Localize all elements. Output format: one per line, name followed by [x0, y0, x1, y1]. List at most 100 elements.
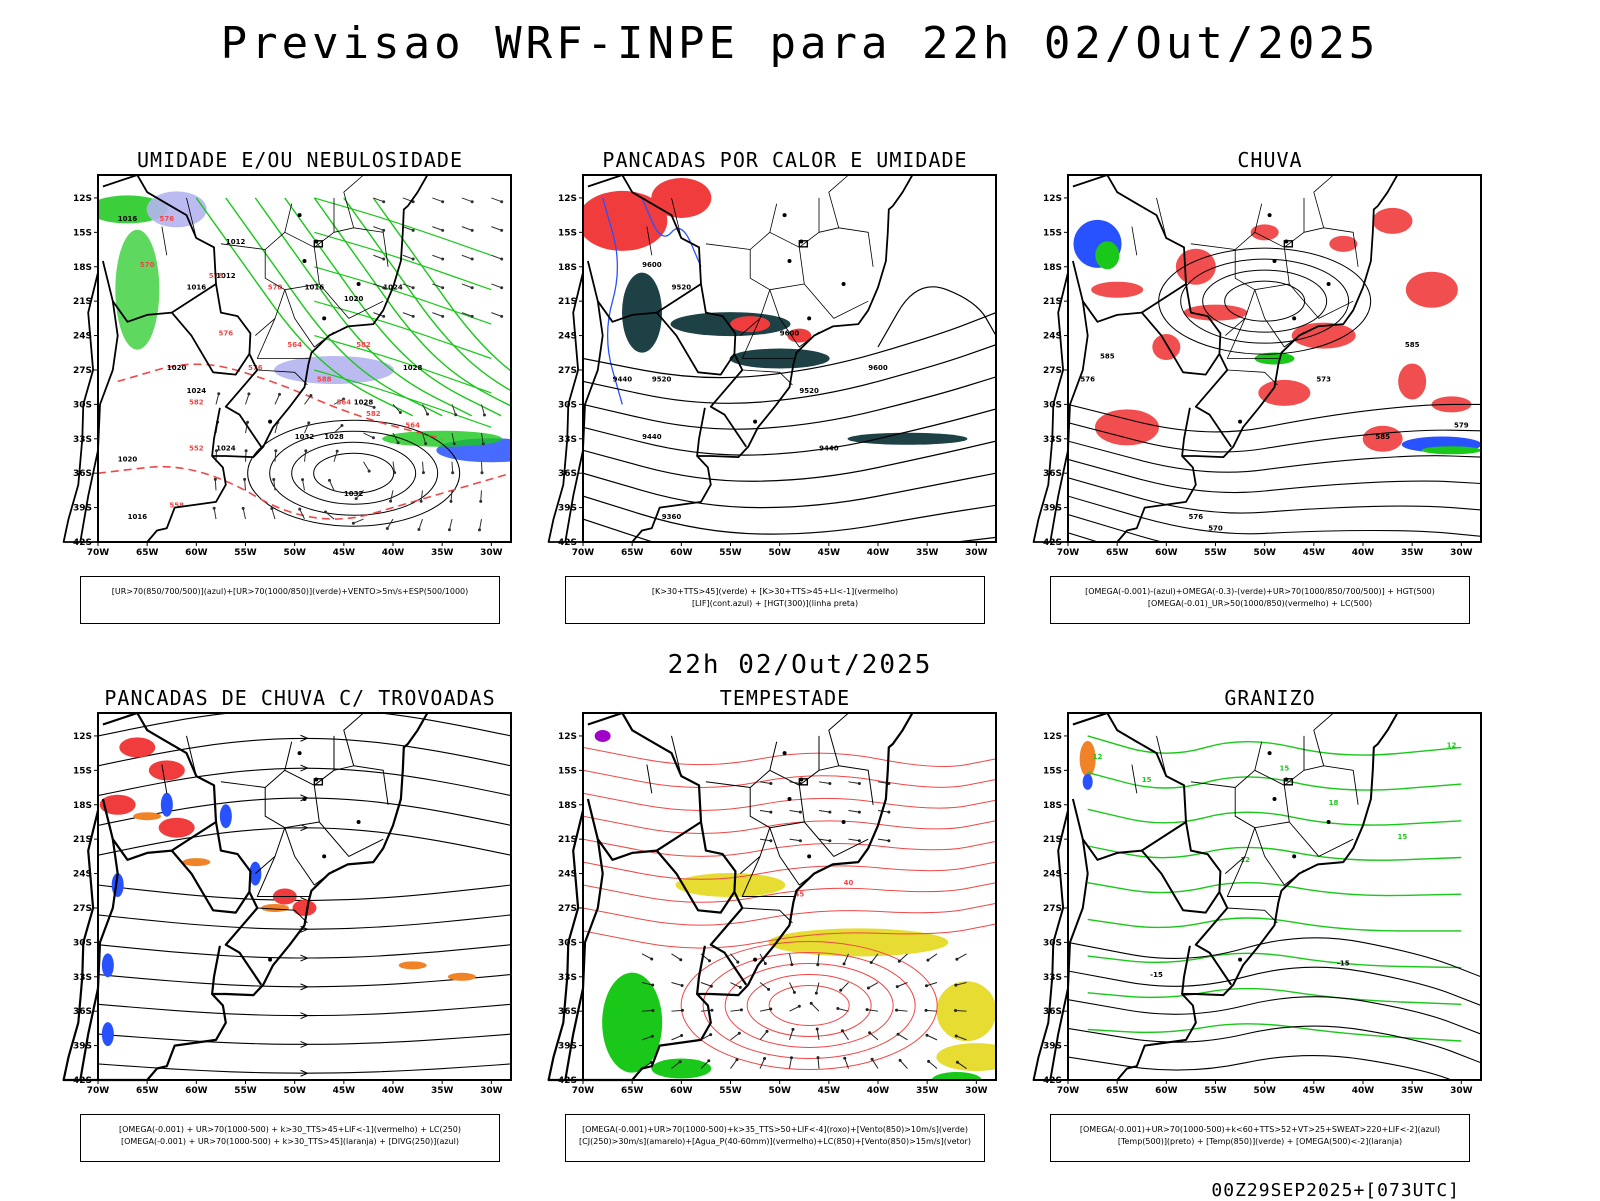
lake: [753, 420, 757, 424]
contour-label: 9520: [652, 375, 672, 383]
streamline: [98, 945, 511, 958]
wind-vector: [373, 255, 383, 259]
state-border: [1227, 908, 1277, 923]
country-border: [1142, 822, 1220, 913]
state-border: [829, 713, 849, 766]
lon-tick-label: 30W: [480, 1086, 503, 1096]
wind-vector: [672, 1010, 683, 1011]
wind-vector-head: [386, 527, 389, 530]
lon-tick-label: 50W: [283, 1086, 306, 1096]
convective-area: [730, 316, 770, 332]
state-border: [344, 713, 364, 766]
country-border: [172, 284, 250, 375]
lake: [788, 259, 792, 263]
wind-vector-head: [441, 229, 444, 232]
state-border: [770, 785, 805, 827]
lon-tick-label: 45W: [818, 1086, 841, 1096]
streamline: [583, 770, 996, 787]
contour-label: 564: [287, 341, 302, 349]
lon-tick-label: 70W: [572, 1086, 595, 1096]
wind-vector-head: [397, 441, 400, 444]
country-border: [657, 822, 735, 913]
wind-vector: [849, 839, 860, 841]
lake: [303, 797, 307, 801]
wind-vector-head: [500, 258, 503, 261]
wind-vector: [957, 954, 967, 959]
wind-vector-head: [500, 229, 503, 232]
wind-vector-head: [500, 315, 503, 318]
wind-vector-head: [927, 1060, 930, 1063]
wind-vector-head: [896, 985, 899, 988]
wind-vector-head: [217, 392, 220, 395]
wind-vector-head: [799, 811, 802, 814]
streamline: [583, 883, 996, 903]
lat-tick-label: 12S: [1043, 194, 1062, 204]
legend-line: [Temp(500)](preto) + [Temp(850)](verde) …: [1051, 1136, 1469, 1148]
wind-vector-head: [481, 471, 484, 474]
contour-label: 9600: [642, 261, 662, 269]
panel-title: PANCADAS DE CHUVA C/ TROVOADAS: [40, 686, 560, 710]
lat-tick-label: 27S: [73, 366, 92, 376]
wind-vector: [878, 839, 889, 841]
wind-vector: [274, 479, 275, 490]
contour-label: 1016: [128, 513, 148, 521]
lat-tick-label: 12S: [558, 194, 577, 204]
contour-label: 1016: [187, 284, 207, 292]
wind-vector-head: [841, 1029, 844, 1032]
wind-vector-head: [679, 958, 682, 961]
lat-tick-label: 15S: [73, 766, 92, 776]
wind-vector-head: [448, 528, 451, 531]
wind-vector-head: [871, 1058, 874, 1061]
wind-vector: [838, 1009, 849, 1012]
wind-vector: [491, 284, 501, 288]
wind-vector: [900, 1060, 907, 1068]
contour-label: 1024: [216, 444, 236, 452]
wind-vector: [849, 810, 860, 812]
lake: [1268, 213, 1272, 217]
lake: [322, 316, 326, 320]
divergence-area: [161, 793, 173, 817]
wind-vector: [216, 394, 219, 405]
wind-vector-head: [382, 200, 385, 203]
wind-vector-head: [709, 1033, 712, 1036]
lon-tick-label: 30W: [965, 548, 988, 558]
wind-vector: [817, 1029, 819, 1040]
wind-vector-head: [767, 988, 770, 991]
rain-area: [1176, 249, 1216, 285]
lake: [322, 854, 326, 858]
wind-vector-head: [213, 507, 216, 510]
lon-tick-label: 50W: [768, 1086, 791, 1096]
lat-tick-label: 24S: [1043, 870, 1062, 880]
storm-area: [448, 973, 476, 981]
wind-vector-head: [769, 811, 772, 814]
wind-vector-head: [816, 963, 819, 966]
wind-vector: [364, 462, 370, 471]
wind-vector-head: [441, 315, 444, 318]
contour-label: 582: [356, 341, 371, 349]
storm-area: [182, 858, 210, 866]
storm-area: [293, 900, 317, 916]
lon-tick-label: 45W: [1303, 548, 1326, 558]
state-border: [257, 318, 309, 358]
state-border: [319, 822, 383, 856]
wind-vector: [731, 1010, 742, 1011]
lat-tick-label: 24S: [73, 332, 92, 342]
lat-tick-label: 18S: [73, 263, 92, 273]
wind-area: [602, 973, 662, 1073]
wind-vector-head: [925, 1009, 928, 1012]
wind-vector: [452, 462, 453, 473]
state-border: [742, 908, 792, 923]
country-border: [588, 713, 746, 985]
state-border: [221, 742, 292, 788]
wind-vector-head: [420, 500, 423, 503]
lat-tick-label: 15S: [73, 228, 92, 238]
map-tempestade: 404512S15S18S21S24S27S30S33S36S39S42S70W…: [525, 711, 1045, 1106]
rain-area: [1406, 272, 1458, 308]
streamline: [583, 793, 996, 810]
wind-vector: [928, 954, 937, 960]
storm-area: [159, 818, 195, 838]
